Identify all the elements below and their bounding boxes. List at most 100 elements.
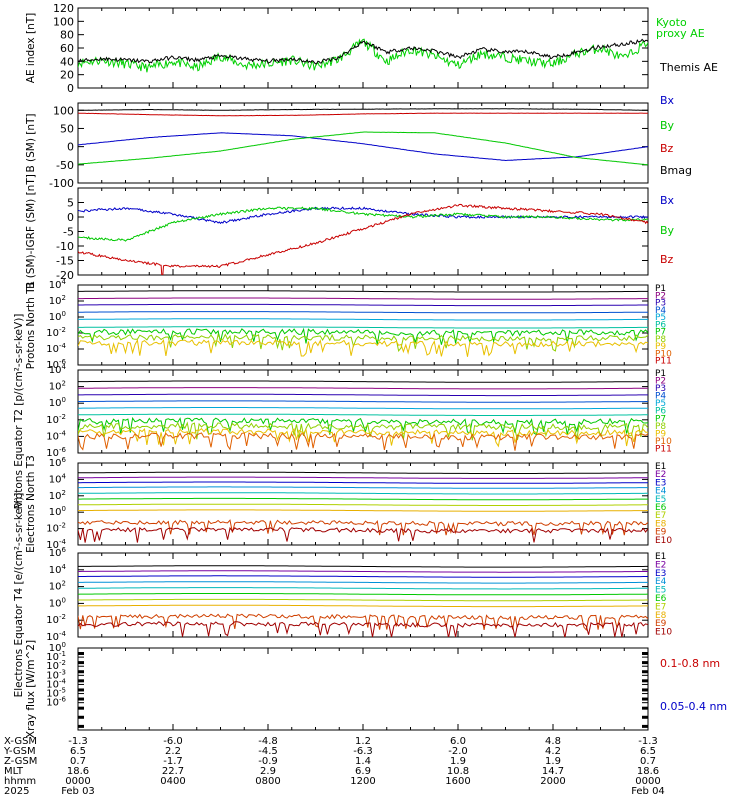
channel-line bbox=[78, 621, 648, 637]
y-tick-label: 102 bbox=[49, 294, 66, 307]
y-axis-label: Protons Equator T2 [p/(cm²-s-sr-keV)] bbox=[13, 314, 25, 510]
legend-bz: Bz bbox=[660, 253, 674, 266]
channel-line bbox=[78, 326, 648, 329]
y-tick-label: 104 bbox=[49, 563, 67, 576]
legend-e3: E3 bbox=[655, 569, 666, 579]
y-tick-label: 100 bbox=[49, 505, 66, 518]
xray-tick-mark bbox=[642, 661, 648, 665]
y-axis-label: B (SM) [nT] bbox=[25, 113, 37, 172]
y-axis-label: Electrons Equator T4 [e/(cm²-s-sr-keV)] bbox=[13, 493, 25, 698]
orbit-cell: -4.5 bbox=[258, 746, 278, 757]
orbit-cell: 18.6 bbox=[67, 766, 89, 777]
series-line-by bbox=[78, 206, 648, 242]
channel-line bbox=[78, 471, 648, 474]
y-tick-label: 100 bbox=[49, 396, 66, 409]
y-tick-label: -5 bbox=[63, 226, 74, 239]
channel-line bbox=[78, 427, 648, 448]
orbit-cell: -1.3 bbox=[68, 736, 88, 747]
channel-line bbox=[78, 481, 648, 484]
legend-e6: E6 bbox=[655, 594, 667, 604]
legend-e2: E2 bbox=[655, 560, 666, 570]
orbit-cell: -2.0 bbox=[448, 746, 468, 757]
orbit-cell: -6.0 bbox=[163, 736, 183, 747]
orbit-cell: 2.2 bbox=[165, 746, 181, 757]
orbit-cell: 1.9 bbox=[450, 756, 466, 767]
y-axis-label: Xray flux [W/m^2] bbox=[25, 640, 37, 738]
channel-line bbox=[78, 333, 648, 353]
panel-1: -100 -50 0 50 100 B (SM) [nT] Bx By Bz Bmag bbox=[25, 94, 692, 190]
legend-e4: E4 bbox=[655, 487, 667, 497]
channel-line bbox=[78, 327, 648, 345]
y-tick-label: 40 bbox=[60, 55, 74, 68]
legend-p6: P6 bbox=[655, 407, 666, 417]
legend-p4: P4 bbox=[655, 392, 666, 402]
orbit-cell: 1.2 bbox=[355, 736, 371, 747]
orbit-row-label: X-GSM bbox=[4, 736, 37, 747]
legend-e1: E1 bbox=[655, 462, 666, 472]
legend-e8: E8 bbox=[655, 519, 667, 529]
y-tick-label: 100 bbox=[53, 104, 74, 117]
legend-p7: P7 bbox=[655, 328, 666, 338]
orbit-cell: -1.7 bbox=[163, 756, 183, 767]
channel-line bbox=[78, 526, 648, 543]
xray-tick-mark bbox=[642, 697, 648, 701]
y-tick-label: 102 bbox=[49, 489, 66, 502]
legend-p9: P9 bbox=[655, 342, 666, 352]
channel-line bbox=[78, 492, 648, 495]
channel-line bbox=[78, 407, 648, 410]
y-tick-label: 100 bbox=[49, 310, 66, 323]
channel-line bbox=[78, 421, 648, 441]
channel-line bbox=[78, 604, 648, 608]
y-tick-label: 10-2 bbox=[46, 613, 66, 626]
series-line-bz bbox=[78, 112, 648, 117]
orbit-cell: 6.5 bbox=[70, 746, 86, 757]
orbit-cell: 1200 bbox=[350, 776, 375, 787]
xray-tick-mark bbox=[642, 670, 648, 674]
orbit-cell: 4.2 bbox=[545, 746, 561, 757]
y-tick-label: 60 bbox=[60, 42, 74, 55]
y-axis-label: Protons North T1 bbox=[25, 281, 37, 369]
y-tick-label: -100 bbox=[49, 177, 74, 190]
legend-e3: E3 bbox=[655, 478, 666, 488]
channel-line bbox=[78, 613, 648, 631]
y-tick-label: 10-2 bbox=[46, 522, 66, 535]
legend-p4: P4 bbox=[655, 306, 666, 316]
legend-p3: P3 bbox=[655, 384, 666, 394]
y-tick-label: 0 bbox=[67, 141, 74, 154]
channel-line bbox=[78, 581, 648, 584]
channel-line bbox=[78, 575, 648, 578]
channel-line bbox=[78, 570, 648, 573]
orbit-table: X-GSMY-GSMZ-GSMMLThhmm2025-1.36.50.718.6… bbox=[3, 736, 665, 797]
channel-line bbox=[78, 400, 648, 403]
xray-tick-mark bbox=[78, 679, 84, 683]
y-axis-label: Electrons North T3 bbox=[25, 455, 37, 553]
y-tick-label: 102 bbox=[49, 580, 66, 593]
y-axis-label: AE index [nT] bbox=[25, 13, 37, 83]
orbit-cell: 0000 bbox=[65, 776, 90, 787]
orbit-cell: 1.4 bbox=[355, 756, 371, 767]
y-tick-label: 120 bbox=[53, 2, 74, 15]
xray-tick-mark bbox=[78, 661, 84, 665]
y-tick-label: -20 bbox=[56, 269, 74, 282]
legend-p11: P11 bbox=[655, 444, 672, 454]
orbit-cell: 14.7 bbox=[542, 766, 564, 777]
legend-p10: P10 bbox=[655, 349, 672, 359]
legend-p2: P2 bbox=[655, 291, 666, 301]
orbit-cell: 0800 bbox=[255, 776, 280, 787]
orbit-cell: 18.6 bbox=[637, 766, 659, 777]
panel-frame bbox=[77, 7, 649, 89]
legend-e10: E10 bbox=[655, 628, 672, 638]
legend-p5: P5 bbox=[655, 313, 666, 323]
legend-e1: E1 bbox=[655, 552, 666, 562]
legend-themis-ae: Themis AE bbox=[659, 61, 718, 74]
y-tick-label: 100 bbox=[49, 596, 66, 609]
orbit-row-label: Z-GSM bbox=[4, 756, 37, 767]
y-tick-label: 100 bbox=[53, 15, 74, 28]
y-tick-label: 10-4 bbox=[46, 342, 66, 355]
xray-tick-mark bbox=[78, 715, 84, 719]
orbit-cell: 0.7 bbox=[70, 756, 86, 767]
